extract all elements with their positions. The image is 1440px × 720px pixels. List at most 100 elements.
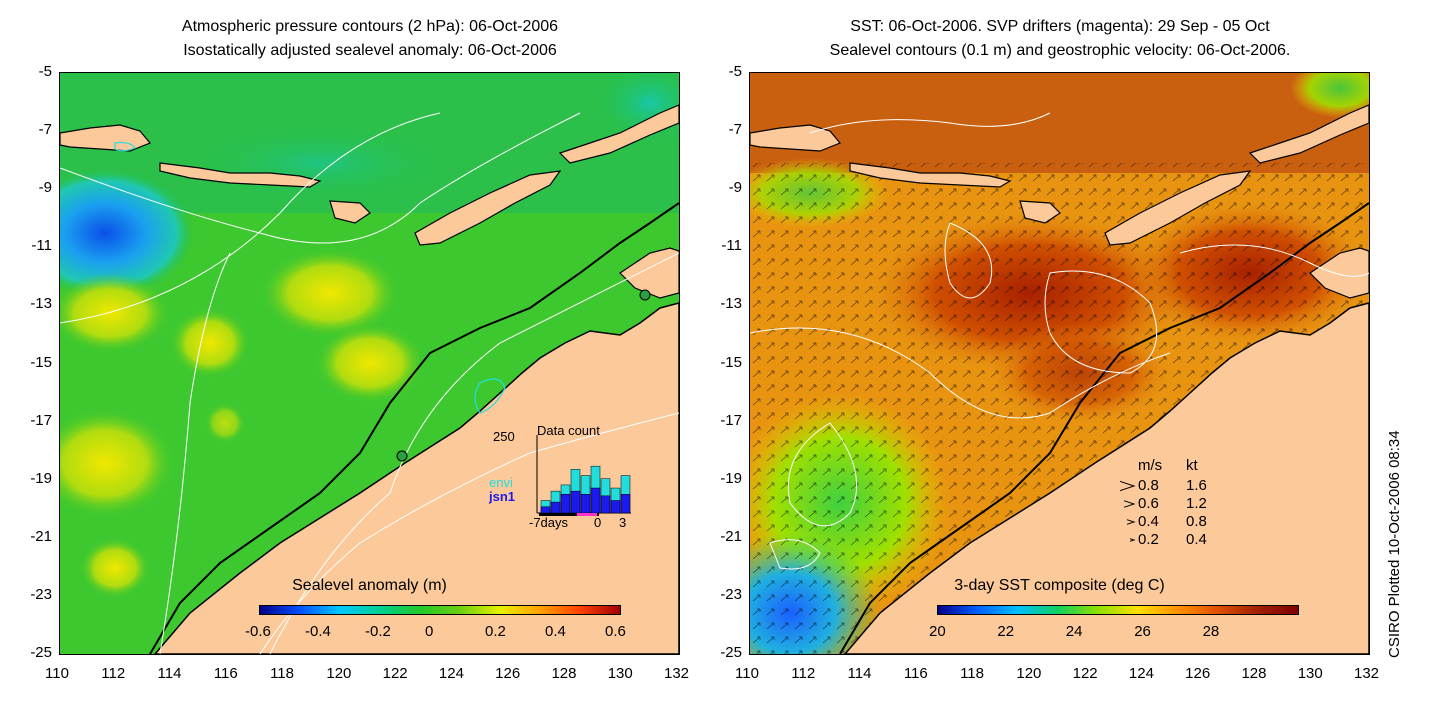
right-y-tick: -19 bbox=[720, 469, 742, 487]
right-x-tick: 116 bbox=[903, 665, 928, 682]
right-y-axis: -5 -7 -9 -11 -13 -15 -17 -19 -21 -23 -25 bbox=[690, 0, 748, 720]
right-x-tick: 110 bbox=[735, 665, 759, 682]
colorbar-tick: 0.6 bbox=[605, 623, 626, 640]
right-y-tick: -25 bbox=[720, 644, 742, 661]
australia-land bbox=[154, 302, 679, 654]
left-x-tick: 126 bbox=[495, 665, 521, 682]
right-x-tick: 126 bbox=[1185, 665, 1211, 682]
data-count-inset: 250 Data count envi jsn1 -7days 0 3 bbox=[485, 423, 665, 533]
left-x-tick: 110 bbox=[45, 665, 69, 682]
right-colorbar-ticks: 20 22 24 26 28 bbox=[929, 623, 1299, 645]
left-y-tick: -11 bbox=[31, 237, 52, 255]
sealevel-anomaly-map bbox=[60, 73, 679, 654]
inset-bar-jsn1 bbox=[550, 501, 561, 514]
left-x-tick: 128 bbox=[551, 665, 577, 682]
velocity-legend: m/s kt 0.8 1.6 0.6 1.2 0.4 0.8 0.2 0.4 bbox=[1120, 457, 1240, 548]
colorbar-tick: -0.2 bbox=[365, 623, 391, 640]
right-y-tick: -9 bbox=[728, 179, 742, 197]
inset-bar-jsn1 bbox=[590, 487, 601, 514]
velocity-arrow-icon bbox=[1123, 500, 1136, 508]
left-y-tick: -19 bbox=[30, 469, 52, 487]
velocity-legend-kt: 0.8 bbox=[1186, 513, 1207, 530]
left-y-tick: -25 bbox=[30, 644, 52, 661]
left-x-tick: 124 bbox=[438, 665, 464, 682]
inset-bar-jsn1 bbox=[610, 500, 621, 514]
inset-legend-envi: envi bbox=[489, 475, 513, 490]
colorbar-tick: 24 bbox=[1065, 623, 1083, 640]
left-colorbar bbox=[259, 605, 621, 615]
right-x-tick: 132 bbox=[1354, 665, 1380, 682]
australia-land-sst bbox=[844, 302, 1369, 654]
left-map-panel: 250 Data count envi jsn1 -7days 0 3 Seal… bbox=[59, 72, 680, 655]
right-x-tick: 112 bbox=[791, 665, 816, 682]
velocity-arrow-icon bbox=[1129, 538, 1136, 542]
right-y-tick: -11 bbox=[721, 237, 742, 255]
left-x-tick: 122 bbox=[382, 665, 408, 682]
left-y-tick: -23 bbox=[30, 585, 52, 603]
velocity-legend-kt: 1.2 bbox=[1186, 495, 1207, 512]
right-y-tick: -21 bbox=[720, 527, 742, 545]
right-y-tick: -13 bbox=[720, 295, 742, 313]
inset-bar-jsn1 bbox=[620, 494, 631, 514]
inset-bar-jsn1 bbox=[570, 490, 581, 514]
left-y-axis: -5 -7 -9 -11 -13 -15 -17 -19 -21 -23 -25 bbox=[0, 0, 58, 720]
left-colorbar-label: Sealevel anomaly (m) bbox=[292, 577, 447, 594]
right-y-tick: -23 bbox=[720, 585, 742, 603]
right-y-tick: -5 bbox=[728, 63, 742, 80]
left-y-tick: -9 bbox=[38, 179, 52, 197]
velocity-legend-ms-header: m/s bbox=[1138, 457, 1163, 474]
left-x-tick: 116 bbox=[213, 665, 238, 682]
right-x-tick: 118 bbox=[960, 665, 984, 682]
velocity-legend-ms: 0.2 bbox=[1138, 531, 1159, 548]
right-y-tick: -15 bbox=[720, 353, 742, 371]
inset-xlabel-end: 3 bbox=[619, 515, 627, 530]
inset-xlabel-start: -7days bbox=[529, 515, 569, 530]
sumba-land bbox=[329, 200, 371, 224]
colorbar-tick: 0 bbox=[425, 623, 434, 640]
inset-xlabel-zero: 0 bbox=[594, 515, 602, 530]
right-map-panel: m/s kt 0.8 1.6 0.6 1.2 0.4 0.8 0.2 0.4 3-day SS… bbox=[749, 72, 1370, 655]
right-colorbar bbox=[937, 605, 1299, 615]
left-x-tick: 120 bbox=[326, 665, 352, 682]
left-x-axis: 110 112 114 116 118 120 122 124 126 128 130 132 bbox=[0, 665, 720, 695]
left-x-tick: 112 bbox=[101, 665, 126, 682]
inset-bar-chart bbox=[536, 435, 631, 516]
colorbar-tick: -0.4 bbox=[305, 623, 331, 640]
left-y-tick: -17 bbox=[30, 411, 52, 429]
credit-text: CSIRO Plotted 10-Oct-2006 08:34 bbox=[1386, 430, 1403, 658]
inset-bar-jsn1 bbox=[600, 495, 611, 514]
java-land bbox=[60, 124, 151, 152]
left-y-tick: -13 bbox=[30, 295, 52, 313]
inset-bar-jsn1 bbox=[540, 506, 551, 514]
right-x-tick: 124 bbox=[1128, 665, 1154, 682]
sst-map bbox=[750, 73, 1369, 654]
inset-title: Data count bbox=[537, 423, 600, 438]
right-x-tick: 130 bbox=[1297, 665, 1323, 682]
right-y-tick: -17 bbox=[720, 411, 742, 429]
left-y-tick: -21 bbox=[30, 527, 52, 545]
velocity-legend-ms: 0.8 bbox=[1138, 477, 1159, 494]
right-colorbar-label: 3-day SST composite (deg C) bbox=[954, 577, 1165, 594]
right-x-tick: 128 bbox=[1241, 665, 1267, 682]
left-colorbar-ticks: -0.6 -0.4 -0.2 0 0.2 0.4 0.6 bbox=[245, 623, 626, 645]
left-title-line2: Isostatically adjusted sealevel anomaly:… bbox=[183, 42, 557, 59]
colorbar-tick: 22 bbox=[997, 623, 1015, 640]
right-x-tick: 114 bbox=[847, 665, 872, 682]
right-y-tick: -7 bbox=[728, 121, 742, 139]
left-y-tick: -15 bbox=[30, 353, 52, 371]
right-x-axis: 110 112 114 116 118 120 122 124 126 128 130 132 bbox=[690, 665, 1440, 695]
colorbar-tick: 28 bbox=[1202, 623, 1220, 640]
left-x-tick: 118 bbox=[270, 665, 294, 682]
timor-land bbox=[414, 170, 562, 246]
velocity-legend-kt-header: kt bbox=[1186, 457, 1198, 474]
colorbar-tick: -0.6 bbox=[245, 623, 271, 640]
left-y-tick: -5 bbox=[38, 63, 52, 80]
velocity-legend-kt: 0.4 bbox=[1186, 531, 1207, 548]
velocity-arrow-icon bbox=[1126, 519, 1136, 525]
right-x-tick: 120 bbox=[1016, 665, 1042, 682]
right-title-line2: Sealevel contours (0.1 m) and geostrophi… bbox=[829, 42, 1291, 59]
inset-legend-jsn1: jsn1 bbox=[489, 489, 516, 504]
velocity-arrow-icon bbox=[1120, 480, 1136, 492]
velocity-legend-kt: 1.6 bbox=[1186, 477, 1207, 494]
velocity-legend-ms: 0.4 bbox=[1138, 513, 1159, 530]
